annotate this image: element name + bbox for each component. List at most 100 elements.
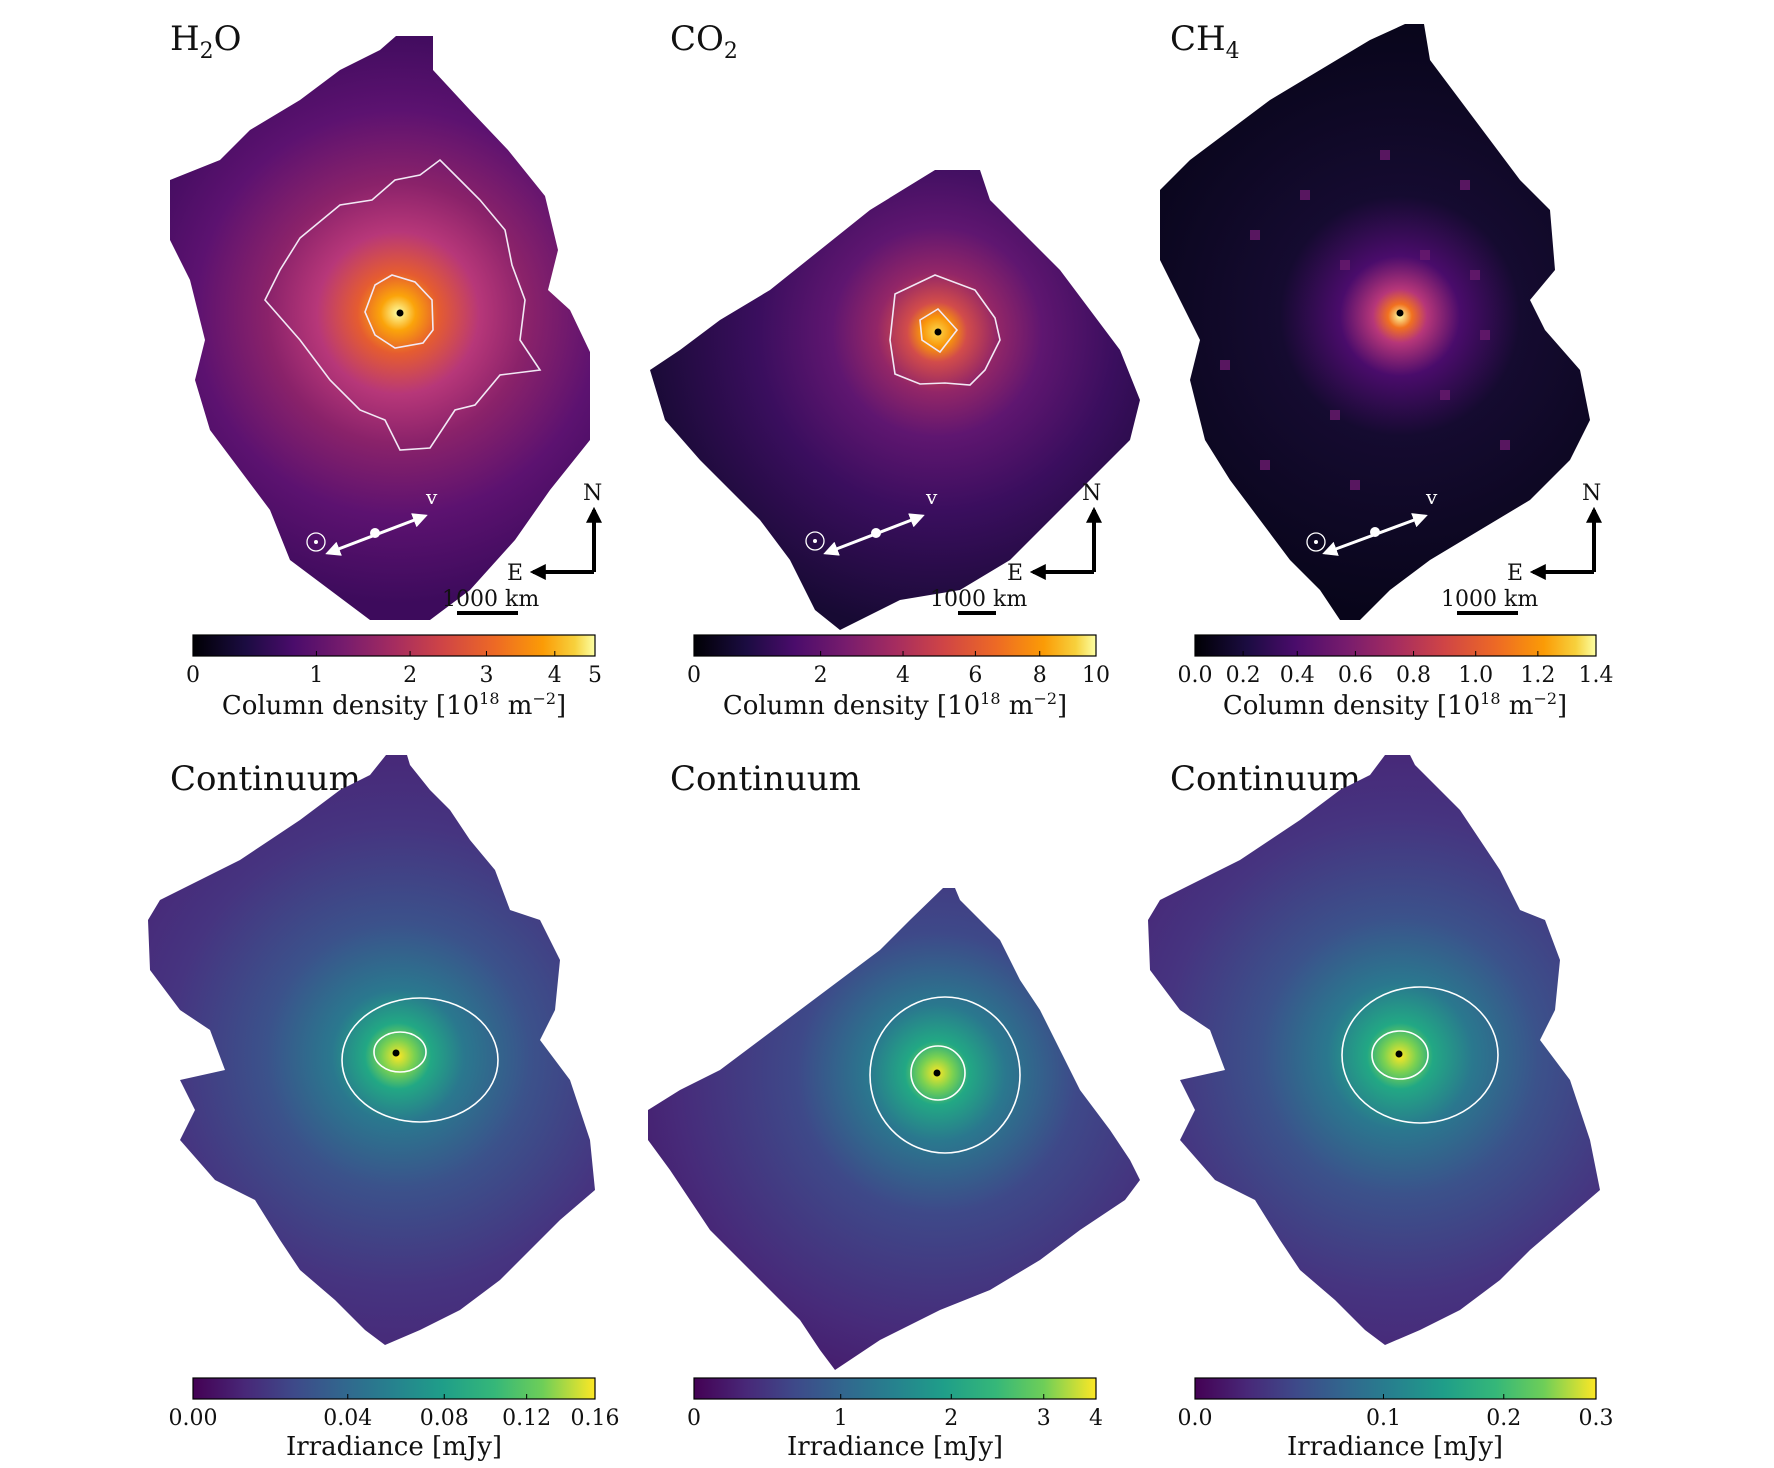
velocity-arrow-h2o: v bbox=[306, 485, 438, 556]
compass-east-label: E bbox=[507, 561, 523, 586]
colorbar-tick-label: 8 bbox=[1033, 663, 1047, 688]
colorbar-tick-label: 4 bbox=[548, 663, 562, 688]
velocity-label: v bbox=[425, 485, 438, 509]
sun-icon bbox=[805, 531, 825, 551]
scalebar-co2: 1000 km bbox=[930, 587, 1027, 615]
panel-co2: CO2 v N E 1000 km 0 2 4 6 8 10 Column densit bbox=[650, 19, 1140, 721]
map-footprint-ch4 bbox=[1160, 24, 1590, 620]
colorbar-tick-label: 0.3 bbox=[1579, 1406, 1614, 1431]
panel-title-ch4: CH4 bbox=[1170, 19, 1240, 64]
panel-title-h2o: H2O bbox=[170, 19, 242, 64]
colorbar-ch4: 0.0 0.2 0.4 0.6 0.8 1.0 1.2 1.4 Column density … bbox=[1178, 634, 1614, 721]
compass-east-label: E bbox=[1507, 561, 1523, 586]
colorbar-continuum-2: 0 1 2 3 4 Irradiance [mJy] bbox=[687, 1377, 1103, 1462]
compass-h2o: N E bbox=[507, 481, 602, 586]
colorbar-tick-label: 5 bbox=[588, 663, 602, 688]
panel-title-co2: CO2 bbox=[670, 19, 738, 64]
colorbar-label-h2o: Column density [1018 m−2] bbox=[222, 689, 566, 721]
contour-outer bbox=[1341, 986, 1499, 1124]
colorbar-tick-label: 0.04 bbox=[323, 1406, 372, 1431]
panel-title-continuum-3: Continuum bbox=[1170, 759, 1361, 799]
colorbar-tick-label: 10 bbox=[1082, 663, 1110, 688]
nucleus-marker-continuum-3 bbox=[1395, 1050, 1403, 1058]
contour-outer bbox=[889, 274, 1001, 386]
colorbar-tick-label: 0.2 bbox=[1226, 663, 1261, 688]
colorbar-label-continuum-3: Irradiance [mJy] bbox=[1287, 1432, 1503, 1462]
colorbar-tick-label: 0.12 bbox=[502, 1406, 551, 1431]
nucleus-marker-h2o bbox=[396, 309, 404, 317]
velocity-label: v bbox=[1425, 485, 1438, 509]
scalebar-ch4: 1000 km bbox=[1441, 587, 1538, 615]
colorbar-tick-label: 0.1 bbox=[1366, 1406, 1401, 1431]
contours-continuum-1 bbox=[341, 997, 499, 1123]
compass-east-label: E bbox=[1007, 561, 1023, 586]
velocity-arrow-ch4: v bbox=[1306, 485, 1438, 556]
contour-inner bbox=[919, 307, 959, 354]
colorbar-tick-label: 0.00 bbox=[169, 1406, 218, 1431]
colorbar-label-co2: Column density [1018 m−2] bbox=[723, 689, 1067, 721]
velocity-label: v bbox=[925, 485, 938, 509]
contour-inner bbox=[373, 1031, 427, 1073]
colorbar-label-ch4: Column density [1018 m−2] bbox=[1223, 689, 1567, 721]
contours-continuum-2 bbox=[869, 996, 1021, 1154]
nucleus-marker-co2 bbox=[934, 328, 942, 336]
sun-icon bbox=[1306, 532, 1326, 552]
colorbar-gradient bbox=[1194, 634, 1597, 657]
nucleus-marker-continuum-2 bbox=[933, 1069, 941, 1077]
colorbar-tick-label: 0.16 bbox=[571, 1406, 620, 1431]
map-footprint-h2o bbox=[170, 36, 590, 620]
colorbar-tick-label: 3 bbox=[479, 663, 493, 688]
colorbar-tick-label: 1.0 bbox=[1458, 663, 1493, 688]
map-footprint-continuum-2 bbox=[648, 888, 1140, 1370]
colorbar-tick-label: 1 bbox=[834, 1406, 848, 1431]
panel-continuum-1: Continuum 0.00 0.04 0.08 0.12 0.16 Irradianc… bbox=[148, 755, 619, 1462]
colorbar-tick-label: 0.8 bbox=[1396, 663, 1431, 688]
colorbar-tick-label: 0 bbox=[186, 663, 200, 688]
colorbar-tick-label: 1 bbox=[309, 663, 323, 688]
contour-outer bbox=[264, 158, 542, 451]
velocity-arrow-co2: v bbox=[805, 485, 938, 556]
scalebar-label: 1000 km bbox=[1441, 587, 1538, 612]
colorbar-label-continuum-1: Irradiance [mJy] bbox=[286, 1432, 502, 1462]
map-footprint-continuum-3 bbox=[1148, 755, 1600, 1345]
compass-north-label: N bbox=[1082, 481, 1101, 506]
compass-co2: N E bbox=[1007, 481, 1102, 586]
colorbar-tick-label: 0.0 bbox=[1178, 1406, 1213, 1431]
panel-title-continuum-2: Continuum bbox=[670, 759, 861, 799]
colorbar-tick-label: 1.4 bbox=[1579, 663, 1614, 688]
nucleus-marker-ch4 bbox=[1396, 309, 1404, 317]
compass-north-label: N bbox=[1582, 481, 1601, 506]
scalebar-label: 1000 km bbox=[930, 587, 1027, 612]
colorbar-tick-label: 2 bbox=[944, 1406, 958, 1431]
map-footprint-co2 bbox=[650, 170, 1140, 630]
colorbar-tick-label: 2 bbox=[814, 663, 828, 688]
colorbar-gradient bbox=[693, 1377, 1097, 1400]
contour-inner bbox=[910, 1045, 966, 1101]
colorbar-h2o: 0 1 2 3 4 5 Column density [1018 m−2] bbox=[186, 634, 602, 721]
contours-co2 bbox=[889, 274, 1001, 386]
colorbar-continuum-1: 0.00 0.04 0.08 0.12 0.16 Irradiance [mJy] bbox=[169, 1377, 620, 1462]
sun-icon bbox=[306, 532, 326, 552]
contour-inner bbox=[1371, 1030, 1429, 1080]
colorbar-gradient bbox=[192, 634, 596, 657]
colorbar-label-continuum-2: Irradiance [mJy] bbox=[787, 1432, 1003, 1462]
scalebar-label: 1000 km bbox=[442, 587, 539, 612]
colorbar-tick-label: 1.2 bbox=[1520, 663, 1555, 688]
colorbar-tick-label: 0.08 bbox=[420, 1406, 469, 1431]
colorbar-tick-label: 0.0 bbox=[1178, 663, 1213, 688]
panel-ch4: CH4 v N E 1000 km 0.0 0.2 0.4 0.6 0.8 1.0 1.2 1… bbox=[1160, 19, 1614, 721]
panel-continuum-3: Continuum 0.0 0.1 0.2 0.3 Irradiance [mJy] bbox=[1148, 755, 1614, 1462]
compass-north-label: N bbox=[583, 481, 602, 506]
colorbar-gradient bbox=[192, 1377, 596, 1400]
contour-outer bbox=[341, 997, 499, 1123]
colorbar-gradient bbox=[1194, 1377, 1597, 1400]
colorbar-tick-label: 4 bbox=[896, 663, 910, 688]
contours-h2o bbox=[264, 158, 542, 451]
colorbar-gradient bbox=[693, 634, 1097, 657]
colorbar-continuum-3: 0.0 0.1 0.2 0.3 Irradiance [mJy] bbox=[1178, 1377, 1614, 1462]
colorbar-co2: 0 2 4 6 8 10 Column density [1018 m−2] bbox=[687, 634, 1110, 721]
nucleus-marker-continuum-1 bbox=[392, 1049, 400, 1057]
colorbar-tick-label: 6 bbox=[968, 663, 982, 688]
